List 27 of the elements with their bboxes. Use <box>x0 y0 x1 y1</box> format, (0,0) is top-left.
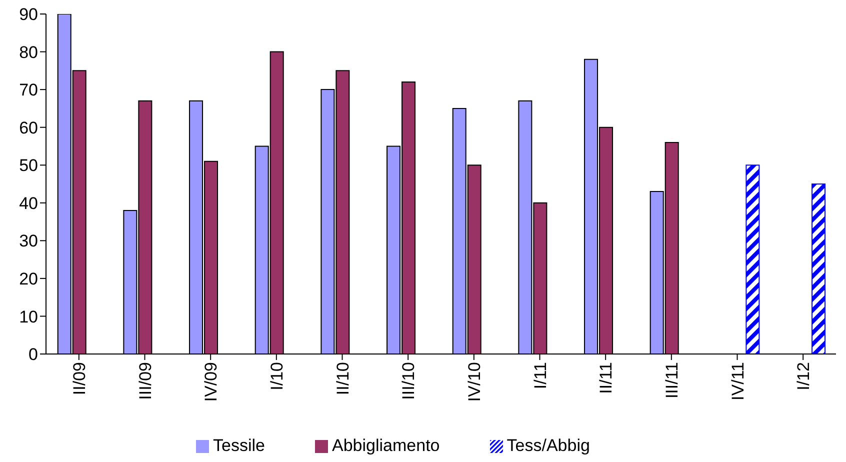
x-tick-label: II/09 <box>70 362 89 396</box>
x-tick-label: I/12 <box>794 362 814 390</box>
legend-label: Abbigliamento <box>332 436 440 455</box>
legend-label: Tess/Abbig <box>506 436 590 455</box>
legend-label: Tessile <box>213 436 266 455</box>
y-tick-label: 0 <box>28 345 38 364</box>
y-tick-label: 90 <box>19 5 38 24</box>
x-tick-label: III/10 <box>399 362 418 400</box>
y-tick-label: 70 <box>19 80 38 100</box>
x-tick-label: IV/10 <box>464 362 484 402</box>
y-tick-label: 20 <box>19 269 38 288</box>
bar <box>812 184 826 354</box>
x-tick-label: I/10 <box>267 362 286 390</box>
x-tick-label: II/11 <box>596 362 616 394</box>
y-tick-label: 30 <box>19 232 38 251</box>
y-tick-label: 40 <box>19 194 38 213</box>
x-tick-label: I/11 <box>530 362 550 390</box>
y-tick-label: 50 <box>19 156 38 176</box>
x-tick-label: III/11 <box>662 362 682 399</box>
bar <box>746 164 760 354</box>
x-tick-label: IV/11 <box>728 362 748 400</box>
y-tick-label: 60 <box>19 118 38 138</box>
y-tick-label: 80 <box>19 42 38 62</box>
x-tick-label: III/09 <box>136 362 155 400</box>
y-tick-label: 10 <box>19 307 38 326</box>
x-tick-label: IV/09 <box>202 362 221 402</box>
x-tick-label: II/10 <box>333 362 352 396</box>
